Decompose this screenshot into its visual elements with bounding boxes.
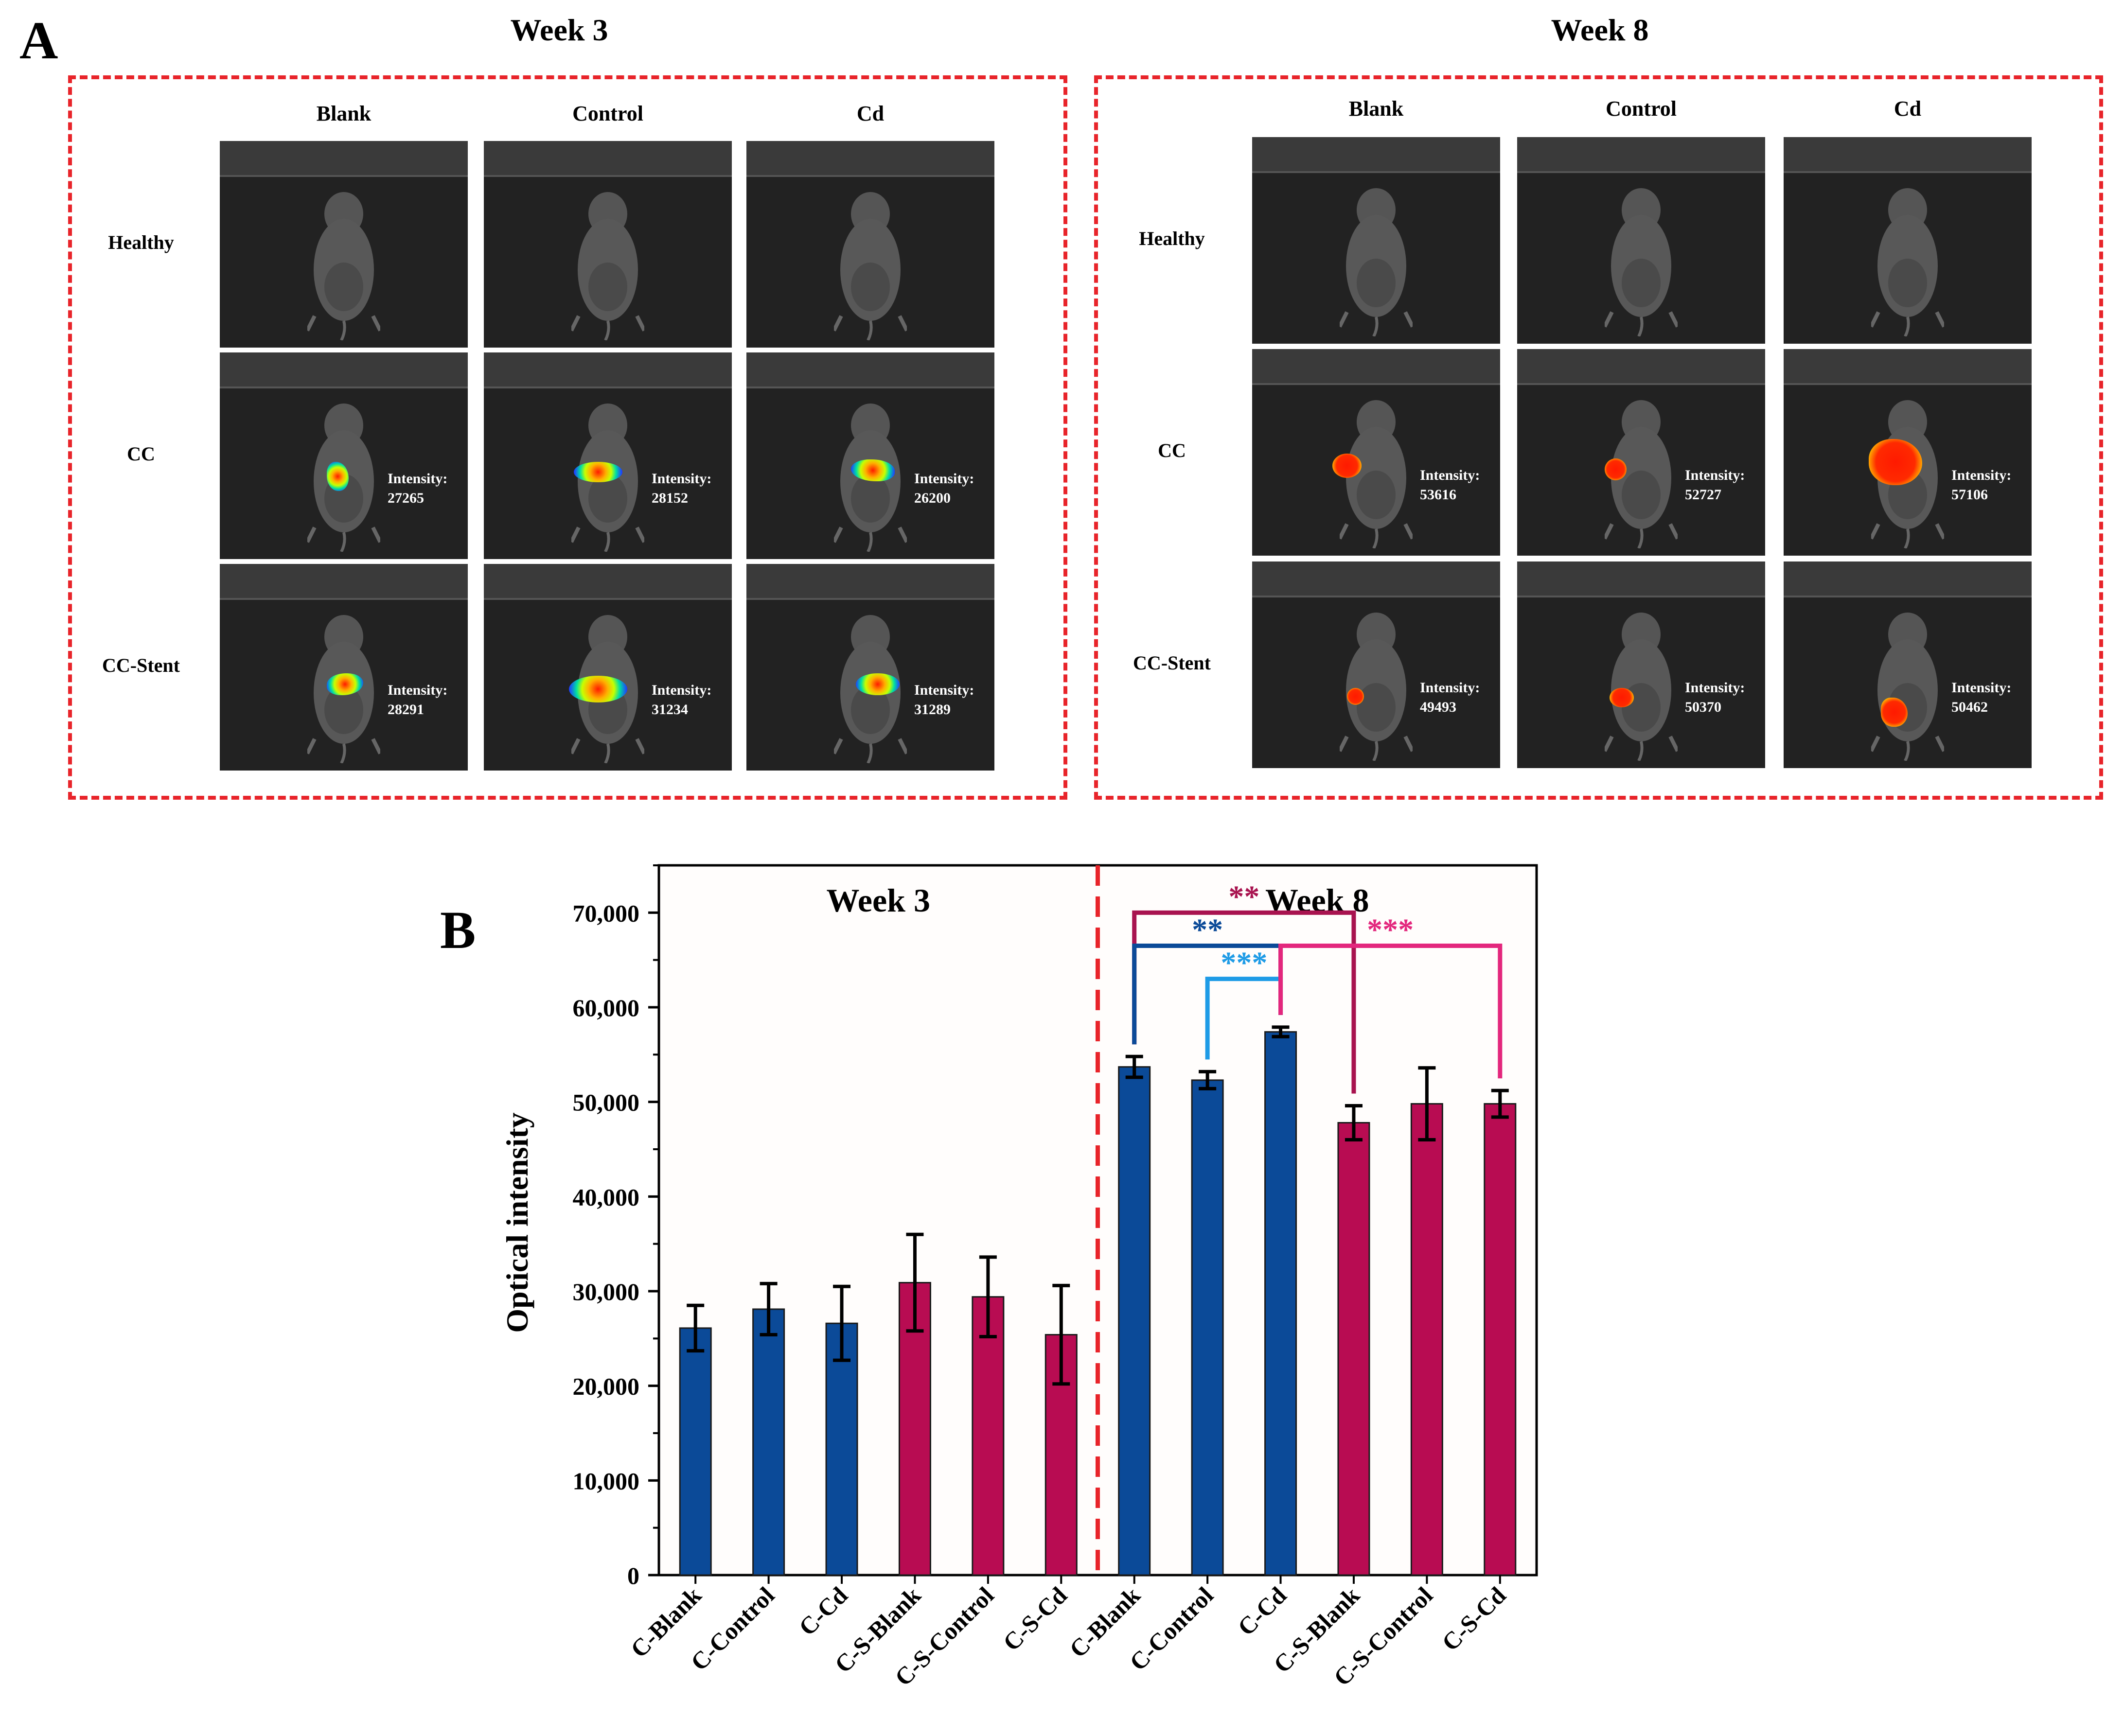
row-header-cc-stent: CC-Stent <box>102 654 180 676</box>
fluorescence-signal <box>1332 454 1362 478</box>
intensity-readout: Intensity: 31234 <box>652 682 712 718</box>
row-header-healthy: Healthy <box>108 231 174 253</box>
imaging-tile: Intensity: 28291 <box>220 564 468 771</box>
imaging-tile: Intensity: 27265 <box>220 352 468 559</box>
imaging-tile: Intensity: 31289 <box>746 564 994 771</box>
fluorescence-signal <box>856 673 900 695</box>
imaging-tile: Intensity: 57106 <box>1784 349 2032 556</box>
x-tick-label: C-S-Cd <box>998 1581 1073 1656</box>
imaging-tile: Intensity: 53616 <box>1252 349 1500 556</box>
column-header-cd: Cd <box>856 102 885 125</box>
y-tick-label: 20,000 <box>573 1373 640 1400</box>
x-tick-label: C-Cd <box>794 1581 853 1641</box>
fluorescence-signal <box>327 462 349 491</box>
imaging-tile <box>484 141 732 348</box>
y-tick-label: 40,000 <box>573 1183 640 1210</box>
panel-a-letter: A <box>19 11 58 70</box>
bar-c-blank <box>679 1327 712 1576</box>
row-header-cc: CC <box>127 443 155 465</box>
bar-c-s-blank <box>1337 1122 1370 1576</box>
imaging-tile: Intensity: 50462 <box>1784 561 2032 768</box>
fluorescence-signal <box>569 676 627 702</box>
imaging-tile <box>220 141 468 348</box>
intensity-readout: Intensity: 50462 <box>1951 680 2012 715</box>
intensity-readout: Intensity: 28291 <box>388 682 448 718</box>
y-tick-label: 50,000 <box>573 1089 640 1116</box>
fluorescence-signal <box>1881 698 1908 727</box>
significance-bracket <box>1278 943 1503 1079</box>
imaging-tile <box>1252 137 1500 344</box>
imaging-tile <box>1784 137 2032 344</box>
y-tick-label: 70,000 <box>573 899 640 927</box>
imaging-tile <box>746 141 994 348</box>
week8-box <box>1094 75 2103 800</box>
row-header-cc: CC <box>1158 439 1186 461</box>
imaging-tile: Intensity: 31234 <box>484 564 732 771</box>
significance-label: *** <box>1367 912 1414 947</box>
fluorescence-signal <box>1347 688 1364 705</box>
column-header-blank: Blank <box>1348 97 1404 121</box>
fluorescence-signal <box>1605 458 1627 480</box>
y-tick-label: 10,000 <box>573 1467 640 1494</box>
intensity-readout: Intensity: 52727 <box>1685 467 1745 503</box>
x-tick-label: C-Cd <box>1232 1581 1292 1641</box>
section-label-week3: Week 3 <box>827 882 930 919</box>
significance-label: *** <box>1221 946 1267 980</box>
imaging-tile <box>1517 137 1765 344</box>
column-header-cd: Cd <box>1894 97 1922 121</box>
fluorescence-signal <box>1610 688 1634 707</box>
bar-c-control <box>752 1308 785 1576</box>
row-header-cc-stent: CC-Stent <box>1133 652 1211 674</box>
imaging-tile: Intensity: 49493 <box>1252 561 1500 768</box>
significance-label: ** <box>1192 912 1223 947</box>
imaging-tile: Intensity: 28152 <box>484 352 732 559</box>
bar-c-s-cd <box>1484 1103 1517 1576</box>
bar-c-s-control <box>972 1296 1005 1576</box>
column-header-blank: Blank <box>316 102 372 125</box>
x-tick-label: C-S-Cd <box>1436 1581 1511 1656</box>
week3-title: Week 3 <box>510 13 608 47</box>
y-tick-label: 0 <box>627 1562 639 1589</box>
y-axis-label: Optical intensity <box>500 1112 534 1333</box>
column-header-control: Control <box>572 102 643 125</box>
intensity-readout: Intensity: 49493 <box>1420 680 1480 715</box>
y-tick-label: 60,000 <box>573 994 640 1021</box>
imaging-tile: Intensity: 52727 <box>1517 349 1765 556</box>
intensity-readout: Intensity: 28152 <box>652 471 712 506</box>
bar-c-control <box>1191 1079 1224 1576</box>
panel-b-letter: B <box>440 900 476 960</box>
fluorescence-signal <box>851 459 895 481</box>
significance-label: ** <box>1228 879 1259 913</box>
intensity-readout: Intensity: 50370 <box>1685 680 1745 715</box>
intensity-readout: Intensity: 26200 <box>914 471 974 506</box>
week3-box <box>68 75 1067 800</box>
bar-c-cd <box>1264 1031 1297 1576</box>
intensity-readout: Intensity: 57106 <box>1951 467 2012 503</box>
week8-title: Week 8 <box>1551 13 1649 47</box>
imaging-tile: Intensity: 26200 <box>746 352 994 559</box>
bar-c-blank <box>1118 1066 1151 1576</box>
imaging-tile: Intensity: 50370 <box>1517 561 1765 768</box>
row-header-healthy: Healthy <box>1139 228 1205 249</box>
bar-c-s-control <box>1410 1103 1443 1576</box>
y-tick-label: 30,000 <box>573 1278 640 1305</box>
intensity-readout: Intensity: 27265 <box>388 471 448 506</box>
fluorescence-signal <box>574 462 622 482</box>
intensity-readout: Intensity: 31289 <box>914 682 974 718</box>
intensity-readout: Intensity: 53616 <box>1420 467 1480 503</box>
column-header-control: Control <box>1606 97 1677 121</box>
fluorescence-signal <box>1869 439 1922 485</box>
